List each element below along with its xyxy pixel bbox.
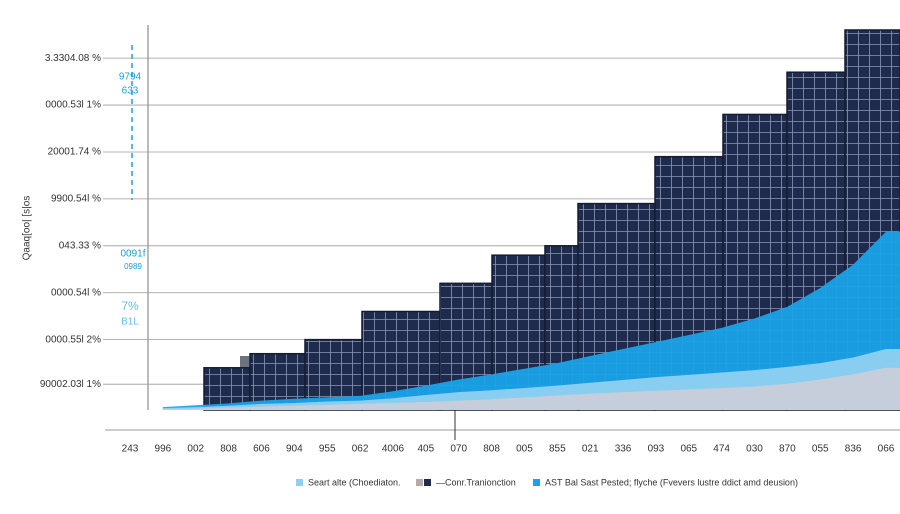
y-tick-label: 20001.74 % [48,147,101,158]
annotation: 9794 [119,72,142,83]
y-tick-label: 043.33 % [59,240,101,251]
x-tick-label: 855 [549,444,566,455]
area [162,367,900,410]
annotation: B1L [121,317,139,328]
x-tick-label: 808 [220,444,237,455]
x-tick-label: 005 [516,444,533,455]
y-axis-title: Qaaq[oo| [s|os [22,196,33,261]
y-tick-label: 3.3304.08 % [45,53,101,64]
x-tick-label: 066 [878,444,895,455]
y-tick-label: 90002.03l 1% [40,379,101,390]
x-tick-label: 606 [253,444,270,455]
x-tick-label: 093 [648,444,665,455]
x-tick-label: 996 [155,444,172,455]
x-tick-label: 904 [286,444,303,455]
legend-swatch [533,479,540,486]
x-tick-label: 808 [483,444,500,455]
legend-swatch [296,479,303,486]
annotation: 0091f [120,249,145,260]
y-tick-label: 0000.53l 1% [45,100,101,111]
x-tick-label: 955 [319,444,336,455]
y-tick-label: 0000.55l 2% [45,334,101,345]
x-tick-label: 336 [615,444,632,455]
x-tick-label: 055 [812,444,829,455]
legend-swatch [424,479,431,486]
x-tick-label: 836 [845,444,862,455]
legend-label: Seart alte (Choediaton. [308,477,401,487]
annotation: 0989 [124,262,142,271]
area [162,231,900,410]
x-tick-label: 474 [713,444,730,455]
y-tick-label: 0000.54l % [51,287,101,298]
x-tick-label: 021 [582,444,599,455]
legend-label: —Conr.Tranionction [436,477,516,487]
x-tick-label: 870 [779,444,796,455]
x-tick-label: 243 [122,444,139,455]
panel-accent [240,356,250,368]
x-tick-label: 405 [417,444,434,455]
annotation: 633 [122,86,139,97]
x-tick-label: 002 [187,444,204,455]
x-tick-label: 065 [680,444,697,455]
x-tick-label: 070 [450,444,467,455]
legend-label: AST Bal Sast Pested; flyche (Fvevers lus… [545,477,798,487]
legend-swatch [416,479,423,486]
x-tick-label: 4006 [382,444,405,455]
x-tick-label: 062 [352,444,369,455]
x-tick-label: 030 [746,444,763,455]
annotation: 7% [121,299,139,313]
y-tick-label: 9900.54l % [51,194,101,205]
